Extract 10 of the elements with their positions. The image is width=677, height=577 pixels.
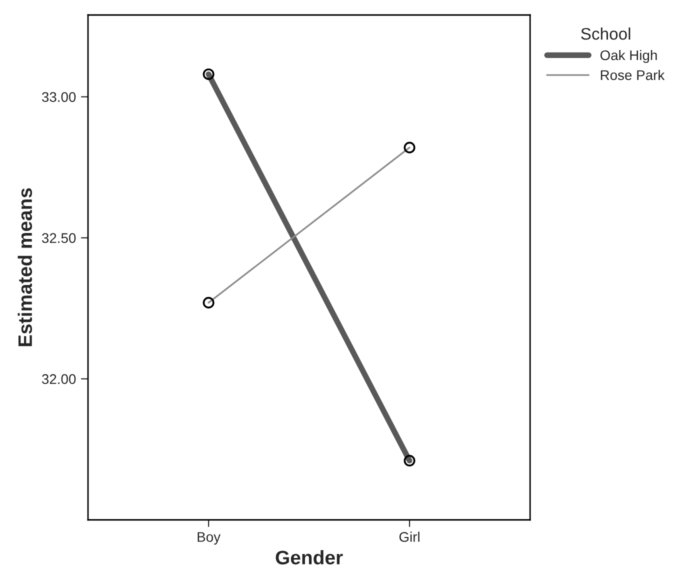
legend-label: Oak High xyxy=(600,50,657,63)
legend-label: Rose Park xyxy=(600,70,665,80)
y-tick-label: 32.50 xyxy=(42,233,76,243)
y-axis-title: Estimated means xyxy=(18,188,32,346)
y-tick-label: 33.00 xyxy=(42,92,76,102)
x-tick-label: Boy xyxy=(198,532,221,545)
x-tick-label: Girl xyxy=(399,532,420,542)
x-axis-title: Gender xyxy=(276,550,343,564)
legend-title: School xyxy=(581,28,630,40)
y-tick-label: 32.00 xyxy=(42,374,76,384)
